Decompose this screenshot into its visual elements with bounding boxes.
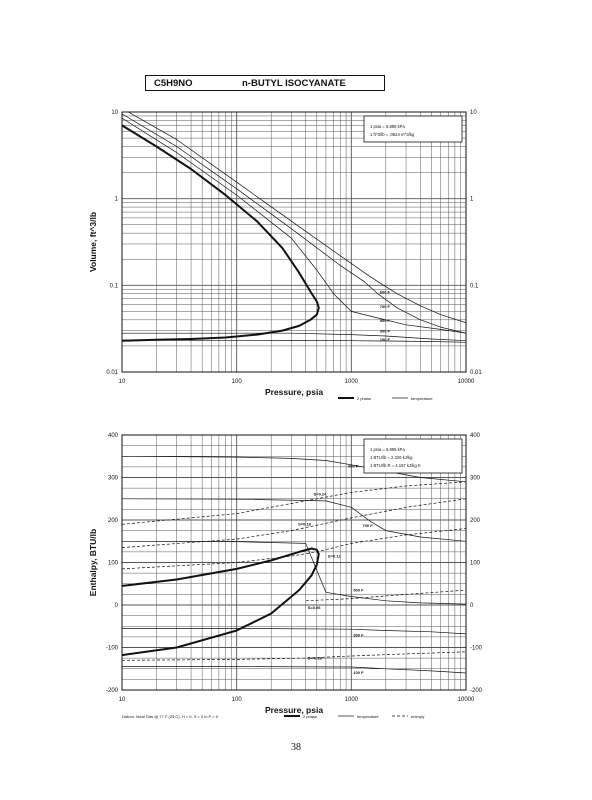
isotherm-300f [122,628,466,635]
plot-area [122,455,466,674]
legend-label: 2 phase [303,714,318,719]
isotherm-700f [127,112,466,324]
conversion-text: 1 psia = 6.895 kPa [370,447,405,452]
y-tick-label-right: 100 [470,561,481,567]
curve-label: 300 F [380,329,391,334]
x-tick-label: 10000 [458,379,475,385]
curve-label: 500 F [353,588,364,593]
y-axis-label: Enthalpy, BTU/lb [88,529,98,596]
isotherm-100f [122,666,466,674]
x-axis-label: Pressure, psia [265,705,323,715]
conversion-box [363,438,463,474]
y-tick-label-right: 0 [470,603,474,609]
legend-label: 2 phase [357,396,372,401]
y-tick-label-right: -100 [470,646,483,652]
x-tick-label: 1000 [345,379,359,385]
title-box: C5H9NO n-BUTYL ISOCYANATE [145,75,385,91]
x-tick-label: 10 [119,379,126,385]
plot-frame [121,111,467,373]
saturation-curve [122,547,320,657]
y-tick-label-right: 300 [470,476,481,482]
y-tick-label-left: 300 [108,476,119,482]
y-axis-label: Volume, ft^3/lb [88,212,98,272]
legend-label: temperature [411,396,433,401]
curve-label: 600 F [380,289,391,294]
x-axis-label: Pressure, psia [265,387,323,397]
isotherm-100f [122,339,466,343]
entropy-line [122,498,466,548]
y-tick-label-right: 200 [470,518,481,524]
curve-label: 300 F [353,632,364,637]
curve-label: S=0.18 [298,521,312,526]
conversion-text: 1 BTU/lb = 2.326 kJ/kg [370,455,413,460]
compound-name: n-BUTYL ISOCYANATE [242,78,346,89]
isotherm-600f [122,455,466,483]
curve-label: S=0.24 [314,492,328,497]
curve-label: 100 F [380,337,391,342]
y-tick-label-right: 0.1 [470,283,479,289]
x-tick-label: 1000 [345,697,359,703]
entropy-line [122,481,466,525]
datum-note: Datum: Ideal Gas @ 77 F (25 C), H = 0, S… [122,714,219,719]
y-tick-label-left: -100 [106,646,119,652]
page-number: 38 [291,742,301,753]
curve-label: 600 F [348,464,359,469]
curve-label: S=0.06 [308,605,322,610]
x-tick-label: 10000 [458,697,475,703]
y-tick-label-right: -200 [470,688,483,694]
plot-area [122,112,466,343]
curve-label: 100 F [353,670,364,675]
y-tick-label-left: 10 [111,110,118,116]
y-tick-label-left: 400 [108,433,119,439]
x-tick-label: 100 [232,697,243,703]
curve-label: 500 F [380,318,391,323]
isotherm-500f [122,540,466,605]
y-tick-label-left: -200 [106,688,119,694]
curve-label: S=-0.18 [308,656,323,661]
y-tick-label-left: 200 [108,518,119,524]
y-tick-label-right: 400 [470,433,481,439]
y-tick-label-left: 1 [115,197,119,203]
curve-label: S=0.12 [328,554,342,559]
curve-label: 700 F [380,304,391,309]
y-tick-label-right: 0.01 [470,370,482,376]
curve-label: 700 F [362,523,373,528]
y-tick-label-right: 10 [470,110,477,116]
y-tick-label-left: 0.01 [106,370,118,376]
isotherm-500f [122,117,466,334]
entropy-line [122,651,466,661]
grid [121,112,466,373]
y-tick-label-left: 0.1 [110,283,119,289]
y-tick-label-left: 100 [108,561,119,567]
legend-label: temperature [357,714,379,719]
saturation-curve [122,124,320,342]
isotherm-700f [122,498,466,542]
conversion-box [363,115,463,143]
legend-label: entropy [411,714,424,719]
y-tick-label-right: 1 [470,197,474,203]
conversion-text: 1 BTU/lb R = 4.187 kJ/kg K [370,463,421,468]
conversion-text: 1 psia = 6.895 kPa [370,124,405,129]
conversion-text: 1 ft^3/lb = .0624 m^3/kg [370,132,415,137]
isotherm-600f [122,113,466,334]
chemical-formula: C5H9NO [154,78,193,89]
grid [121,434,466,691]
plot-frame [121,434,467,691]
x-tick-label: 10 [119,697,126,703]
x-tick-label: 100 [232,379,243,385]
y-tick-label-left: 0 [115,603,119,609]
entropy-line [305,589,466,602]
